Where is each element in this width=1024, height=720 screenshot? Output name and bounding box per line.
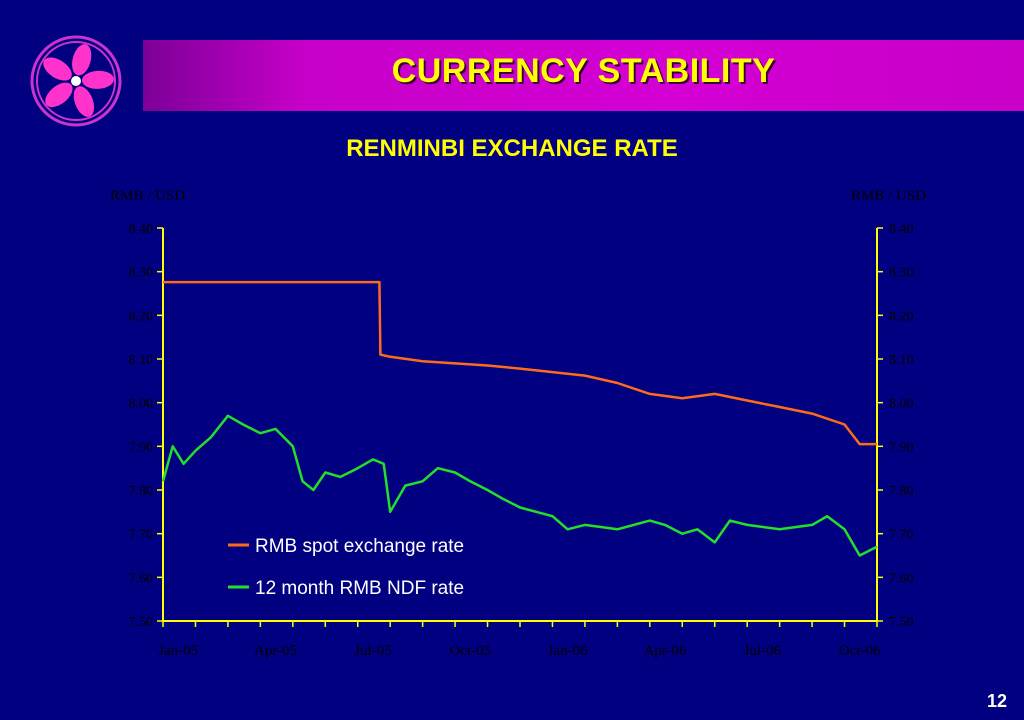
- y-tick-label-right: 7.50: [889, 615, 914, 630]
- y-tick-label-left: 8.40: [129, 222, 154, 237]
- y-tick-label-right: 8.00: [889, 397, 914, 412]
- x-tick-label: Apr-06: [643, 643, 687, 659]
- y-axis-title-left: RMB / USD: [110, 188, 185, 204]
- x-tick-label: Jul-05: [354, 643, 392, 659]
- legend-label: 12 month RMB NDF rate: [255, 578, 464, 599]
- x-tick-label: Jan-06: [548, 643, 588, 659]
- y-tick-label-left: 8.10: [129, 353, 154, 368]
- y-tick-label-left: 7.50: [129, 615, 154, 630]
- y-tick-label-right: 8.40: [889, 222, 914, 237]
- y-tick-label-right: 8.10: [889, 353, 914, 368]
- y-tick-label-right: 7.90: [889, 440, 914, 455]
- y-tick-label-left: 8.20: [129, 309, 154, 324]
- page-number: 12: [986, 691, 1007, 711]
- legend-label: RMB spot exchange rate: [255, 536, 464, 557]
- y-axis-title-right: RMB / USD: [851, 188, 926, 204]
- y-tick-label-right: 7.70: [889, 528, 914, 543]
- y-tick-label-left: 7.90: [129, 440, 154, 455]
- y-tick-label-right: 7.60: [889, 571, 914, 586]
- title-bar: CURRENCY STABILITY: [143, 40, 1024, 111]
- y-tick-label-left: 7.70: [129, 528, 154, 543]
- x-tick-label: Oct-05: [449, 643, 491, 659]
- bauhinia-flower-icon: [30, 35, 122, 127]
- x-tick-label: Jan-05: [158, 643, 198, 659]
- y-tick-label-left: 7.60: [129, 571, 154, 586]
- y-tick-label-left: 7.80: [129, 484, 154, 499]
- ndf-rate-line: [161, 414, 878, 557]
- spot-rate-line: [163, 280, 877, 446]
- y-tick-label-left: 8.30: [129, 266, 154, 281]
- y-tick-label-left: 8.00: [129, 397, 154, 412]
- chart-subtitle: RENMINBI EXCHANGE RATE: [346, 135, 678, 162]
- x-tick-label: Jul-06: [744, 643, 782, 659]
- y-tick-label-right: 8.20: [889, 309, 914, 324]
- x-tick-label: Oct-06: [839, 643, 881, 659]
- y-tick-label-right: 8.30: [889, 266, 914, 281]
- x-tick-label: Apr-05: [254, 643, 297, 659]
- page-title: CURRENCY STABILITY: [391, 52, 776, 90]
- y-tick-label-right: 7.80: [889, 484, 914, 499]
